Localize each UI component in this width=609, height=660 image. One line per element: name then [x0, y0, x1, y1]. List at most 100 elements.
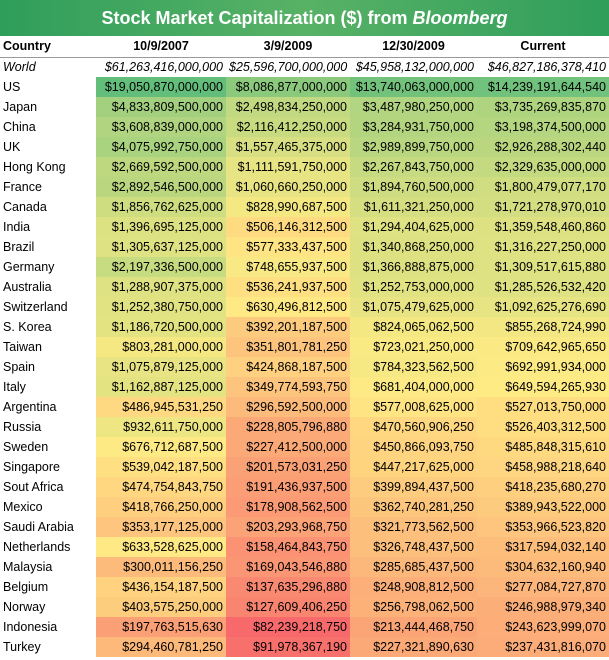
value-cell: $19,050,870,000,000 [96, 77, 226, 97]
country-name: Sout Africa [0, 477, 96, 497]
value-cell: $577,008,625,000 [350, 397, 477, 417]
value-cell: $536,241,937,500 [226, 277, 350, 297]
country-name: Germany [0, 257, 96, 277]
value-cell: $855,268,724,990 [477, 317, 609, 337]
market-cap-table: Country 10/9/2007 3/9/2009 12/30/2009 Cu… [0, 36, 609, 657]
value-cell: $1,111,591,750,000 [226, 157, 350, 177]
country-name: Turkey [0, 637, 96, 657]
value-cell: $191,436,937,500 [226, 477, 350, 497]
value-cell: $14,239,191,644,540 [477, 77, 609, 97]
value-cell: $474,754,843,750 [96, 477, 226, 497]
value-cell: $2,669,592,500,000 [96, 157, 226, 177]
table-row: Taiwan $803,281,000,000 $351,801,781,250 $7… [0, 337, 609, 357]
world-value-cell: $46,827,186,378,410 [477, 57, 609, 77]
value-cell: $649,594,265,930 [477, 377, 609, 397]
value-cell: $485,848,315,610 [477, 437, 609, 457]
value-cell: $2,267,843,750,000 [350, 157, 477, 177]
country-name: Japan [0, 97, 96, 117]
table-row: Sout Africa $474,754,843,750 $191,436,937,… [0, 477, 609, 497]
country-name: UK [0, 137, 96, 157]
value-cell: $828,990,687,500 [226, 197, 350, 217]
value-cell: $248,908,812,500 [350, 577, 477, 597]
table-row: Switzerland $1,252,380,750,000 $630,496,81… [0, 297, 609, 317]
value-cell: $506,146,312,500 [226, 217, 350, 237]
country-name: US [0, 77, 96, 97]
value-cell: $178,908,562,500 [226, 497, 350, 517]
country-name: S. Korea [0, 317, 96, 337]
table-row: Germany $2,197,336,500,000 $748,655,937,50… [0, 257, 609, 277]
value-cell: $228,805,796,880 [226, 417, 350, 437]
country-name: Australia [0, 277, 96, 297]
value-cell: $527,013,750,000 [477, 397, 609, 417]
value-cell: $294,460,781,250 [96, 637, 226, 657]
value-cell: $1,075,879,125,000 [96, 357, 226, 377]
country-name: Brazil [0, 237, 96, 257]
value-cell: $91,978,367,190 [226, 637, 350, 657]
value-cell: $227,321,890,630 [350, 637, 477, 657]
table-row: Sweden $676,712,687,500 $227,412,500,000 $4… [0, 437, 609, 457]
value-cell: $349,774,593,750 [226, 377, 350, 397]
value-cell: $1,894,760,500,000 [350, 177, 477, 197]
value-cell: $1,557,465,375,000 [226, 137, 350, 157]
value-cell: $158,464,843,750 [226, 537, 350, 557]
value-cell: $137,635,296,880 [226, 577, 350, 597]
value-cell: $447,217,625,000 [350, 457, 477, 477]
table-row: UK $4,075,992,750,000 $1,557,465,375,000 $2… [0, 137, 609, 157]
value-cell: $577,333,437,500 [226, 237, 350, 257]
value-cell: $201,573,031,250 [226, 457, 350, 477]
column-header-country: Country [0, 36, 96, 58]
value-cell: $486,945,531,250 [96, 397, 226, 417]
table-row: Japan $4,833,809,500,000 $2,498,834,250,00… [0, 97, 609, 117]
value-cell: $633,528,625,000 [96, 537, 226, 557]
value-cell: $203,293,968,750 [226, 517, 350, 537]
value-cell: $1,359,548,460,860 [477, 217, 609, 237]
table-row: Australia $1,288,907,375,000 $536,241,937,… [0, 277, 609, 297]
value-cell: $1,252,753,000,000 [350, 277, 477, 297]
value-cell: $227,412,500,000 [226, 437, 350, 457]
value-cell: $326,748,437,500 [350, 537, 477, 557]
value-cell: $526,403,312,500 [477, 417, 609, 437]
country-name: Taiwan [0, 337, 96, 357]
country-name: France [0, 177, 96, 197]
value-cell: $213,444,468,750 [350, 617, 477, 637]
country-name: Saudi Arabia [0, 517, 96, 537]
value-cell: $351,801,781,250 [226, 337, 350, 357]
value-cell: $2,926,288,302,440 [477, 137, 609, 157]
value-cell: $1,186,720,500,000 [96, 317, 226, 337]
value-cell: $243,623,999,070 [477, 617, 609, 637]
country-name: Indonesia [0, 617, 96, 637]
value-cell: $362,740,281,250 [350, 497, 477, 517]
value-cell: $932,611,750,000 [96, 417, 226, 437]
column-header-2007: 10/9/2007 [96, 36, 226, 58]
country-name: Mexico [0, 497, 96, 517]
value-cell: $1,611,321,250,000 [350, 197, 477, 217]
country-name: Argentina [0, 397, 96, 417]
value-cell: $803,281,000,000 [96, 337, 226, 357]
value-cell: $2,498,834,250,000 [226, 97, 350, 117]
country-name: Netherlands [0, 537, 96, 557]
value-cell: $389,943,522,000 [477, 497, 609, 517]
value-cell: $784,323,562,500 [350, 357, 477, 377]
value-cell: $392,201,187,500 [226, 317, 350, 337]
value-cell: $4,833,809,500,000 [96, 97, 226, 117]
country-name: Malaysia [0, 557, 96, 577]
value-cell: $1,316,227,250,000 [477, 237, 609, 257]
table-row: Indonesia $197,763,515,630 $82,239,218,750… [0, 617, 609, 637]
table-row: India $1,396,695,125,000 $506,146,312,500 $… [0, 217, 609, 237]
value-cell: $450,866,093,750 [350, 437, 477, 457]
value-cell: $681,404,000,000 [350, 377, 477, 397]
value-cell: $1,285,526,532,420 [477, 277, 609, 297]
value-cell: $3,284,931,750,000 [350, 117, 477, 137]
value-cell: $1,366,888,875,000 [350, 257, 477, 277]
column-header-2009-march: 3/9/2009 [226, 36, 350, 58]
column-header-current: Current [477, 36, 609, 58]
value-cell: $317,594,032,140 [477, 537, 609, 557]
value-cell: $723,021,250,000 [350, 337, 477, 357]
value-cell: $296,592,500,000 [226, 397, 350, 417]
value-cell: $676,712,687,500 [96, 437, 226, 457]
table-row: Brazil $1,305,637,125,000 $577,333,437,500… [0, 237, 609, 257]
value-cell: $403,575,250,000 [96, 597, 226, 617]
table-row: Singapore $539,042,187,500 $201,573,031,25… [0, 457, 609, 477]
value-cell: $824,065,062,500 [350, 317, 477, 337]
value-cell: $2,989,899,750,000 [350, 137, 477, 157]
